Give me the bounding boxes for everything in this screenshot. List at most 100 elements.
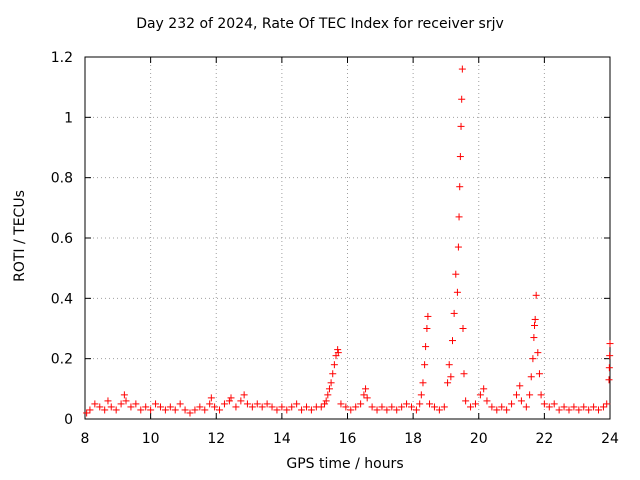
data-point xyxy=(127,403,135,411)
data-point xyxy=(181,406,189,414)
data-point xyxy=(444,379,452,387)
axis-ticks xyxy=(84,56,611,420)
data-point xyxy=(317,403,325,411)
data-point xyxy=(307,406,315,414)
data-point xyxy=(447,373,455,381)
data-point xyxy=(570,403,578,411)
data-point xyxy=(526,391,534,399)
data-point xyxy=(529,355,537,363)
data-point xyxy=(191,406,199,414)
data-point xyxy=(508,400,516,408)
data-point xyxy=(445,361,453,369)
data-point xyxy=(440,403,448,411)
data-point xyxy=(288,403,296,411)
data-point xyxy=(455,213,463,221)
data-point xyxy=(606,352,614,360)
data-point xyxy=(423,325,431,332)
x-tick-label: 16 xyxy=(339,431,357,447)
data-point xyxy=(152,400,160,408)
data-point xyxy=(575,406,583,414)
data-point xyxy=(458,95,466,103)
data-point xyxy=(334,349,342,357)
x-tick-label: 14 xyxy=(273,431,291,447)
data-point xyxy=(480,385,488,393)
data-point xyxy=(421,361,429,369)
data-point xyxy=(347,406,355,414)
grid-lines xyxy=(85,57,610,419)
data-point xyxy=(595,406,603,414)
data-point xyxy=(430,403,438,411)
data-point xyxy=(227,394,235,402)
x-tick-label: 20 xyxy=(470,431,488,447)
x-axis-label: GPS time / hours xyxy=(286,456,404,472)
data-point xyxy=(540,400,548,408)
data-point xyxy=(512,391,520,399)
data-point xyxy=(422,343,430,351)
data-point xyxy=(104,397,112,405)
data-point xyxy=(534,349,542,357)
data-point xyxy=(590,403,598,411)
data-point xyxy=(453,288,461,296)
data-point xyxy=(330,361,338,369)
data-point xyxy=(462,397,470,405)
data-point xyxy=(324,391,332,399)
data-point xyxy=(360,391,368,399)
data-point xyxy=(322,397,330,405)
data-point xyxy=(537,391,545,399)
x-tick-label: 24 xyxy=(601,431,619,447)
data-point xyxy=(273,406,281,414)
data-point xyxy=(522,403,530,411)
y-tick-label: 0.2 xyxy=(51,352,73,368)
data-point xyxy=(166,403,174,411)
y-tick-label: 1 xyxy=(64,110,73,126)
data-point xyxy=(368,403,376,411)
data-point xyxy=(337,400,345,408)
data-point xyxy=(460,370,468,378)
data-point xyxy=(211,403,219,411)
data-point xyxy=(532,291,540,299)
data-point xyxy=(388,403,396,411)
data-point xyxy=(452,270,460,278)
data-point xyxy=(393,406,401,414)
data-point xyxy=(240,391,248,399)
data-point xyxy=(216,406,224,414)
y-tick-labels: 0 0.2 0.4 0.6 0.8 1 1.2 xyxy=(51,50,73,428)
data-point xyxy=(599,403,607,411)
data-point xyxy=(459,325,467,332)
data-point xyxy=(142,403,150,411)
data-points xyxy=(83,65,614,417)
data-point xyxy=(122,397,130,405)
data-point xyxy=(605,364,613,372)
data-point xyxy=(527,373,535,381)
data-point xyxy=(483,397,491,405)
data-point xyxy=(86,406,94,414)
data-point xyxy=(456,183,464,191)
y-tick-label: 0 xyxy=(64,412,73,428)
data-point xyxy=(454,243,462,251)
data-point xyxy=(467,403,475,411)
x-tick-label: 8 xyxy=(81,431,90,447)
data-point xyxy=(493,406,501,414)
data-point xyxy=(101,406,109,414)
data-point xyxy=(555,406,563,414)
data-point xyxy=(458,65,466,73)
data-point xyxy=(550,400,558,408)
data-point xyxy=(342,403,350,411)
data-point xyxy=(398,403,406,411)
data-point xyxy=(424,312,432,320)
data-point xyxy=(378,403,386,411)
y-axis-label: ROTI / TECUs xyxy=(12,190,28,282)
y-tick-label: 0.6 xyxy=(51,231,73,247)
data-point xyxy=(161,406,169,414)
x-tick-label: 18 xyxy=(404,431,422,447)
data-point xyxy=(419,379,427,387)
data-point xyxy=(530,334,538,342)
data-point xyxy=(243,400,251,408)
data-point xyxy=(488,403,496,411)
data-point xyxy=(232,403,240,411)
data-point xyxy=(196,403,204,411)
data-point xyxy=(206,400,214,408)
data-point xyxy=(476,391,484,399)
data-point xyxy=(248,403,256,411)
